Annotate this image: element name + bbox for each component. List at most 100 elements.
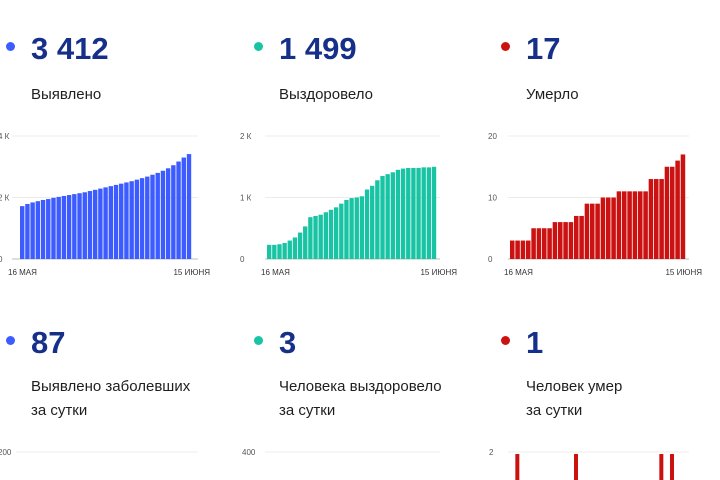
bar (267, 244, 272, 259)
y-tick-label: 0 (240, 255, 245, 264)
bar (165, 168, 171, 259)
bar (515, 454, 520, 480)
red-dot-icon (501, 42, 510, 51)
blue-dot-icon (6, 42, 15, 51)
bar (526, 240, 531, 259)
bar (611, 197, 616, 259)
bar (82, 192, 87, 259)
bar (395, 169, 401, 259)
bar (87, 191, 93, 259)
bar (531, 228, 536, 259)
bar (643, 191, 648, 259)
x-start-label: 16 МАЯ (504, 268, 533, 277)
bar (400, 168, 406, 259)
bar (92, 189, 98, 259)
chart-recovered-daily: 400 (242, 448, 440, 457)
bar (370, 185, 375, 259)
bar (333, 207, 339, 259)
bar (40, 199, 46, 259)
y-tick-label: 200 (0, 448, 12, 457)
y-tick-label: 4 К (0, 132, 10, 141)
bar (171, 165, 176, 259)
y-tick-label: 2 К (0, 194, 10, 203)
stat-label: за сутки (526, 402, 583, 419)
bar (139, 178, 145, 259)
bar (375, 180, 380, 259)
bar (124, 182, 129, 259)
chart-identified: 0 2 К 4 К 16 МАЯ 15 ИЮНЯ (0, 132, 210, 277)
bar (272, 244, 277, 259)
bar (579, 215, 584, 259)
bar (431, 166, 437, 259)
bar (108, 186, 114, 259)
stat-value: 3 412 (31, 31, 109, 66)
bar (113, 184, 119, 259)
bar (181, 157, 186, 259)
y-tick-label: 400 (242, 448, 256, 457)
red-dot-icon (501, 336, 510, 345)
bar (77, 193, 82, 259)
bar (390, 172, 395, 259)
stat-label: Выявлено (31, 86, 102, 103)
bar (670, 454, 674, 480)
bar (354, 197, 359, 259)
bar (308, 217, 313, 259)
bar (119, 183, 124, 259)
y-tick-label: 20 (488, 132, 497, 141)
stat-label: Выздоровело (279, 86, 374, 103)
bar (622, 191, 627, 259)
bar (558, 222, 563, 259)
bar (186, 154, 192, 259)
y-tick-label: 1 К (240, 194, 252, 203)
bar (364, 189, 370, 259)
blue-dot-icon (6, 336, 15, 345)
bar (520, 240, 526, 259)
stat-label: Человек умер (526, 378, 623, 395)
bar (318, 214, 323, 259)
bar (584, 203, 590, 259)
bar (574, 215, 579, 259)
bar (30, 202, 35, 259)
y-tick-label: 0 (0, 255, 3, 264)
bar (328, 209, 334, 259)
bar (35, 201, 41, 259)
x-start-label: 16 МАЯ (261, 268, 290, 277)
bar (380, 175, 385, 259)
bar (416, 167, 421, 259)
stat-label: Выявлено заболевших (31, 378, 191, 395)
bar (297, 232, 303, 259)
chart-identified-daily: 200 (0, 448, 198, 457)
bar (421, 167, 426, 259)
bar (277, 244, 282, 259)
bar (616, 191, 622, 259)
teal-dot-icon (254, 42, 263, 51)
bar (670, 166, 675, 259)
stat-label: Умерло (526, 86, 579, 103)
bar (66, 195, 72, 259)
bar (536, 228, 542, 259)
bar (176, 161, 181, 259)
bar (359, 196, 365, 259)
bar (61, 195, 67, 259)
bar (568, 222, 574, 259)
x-end-label: 15 ИЮНЯ (665, 268, 702, 277)
bar (323, 212, 329, 259)
bar (46, 199, 51, 259)
bar (344, 199, 349, 259)
bar (129, 181, 134, 259)
bar (339, 203, 344, 259)
bar (411, 167, 416, 259)
y-tick-label: 10 (488, 194, 497, 203)
bar (287, 240, 292, 259)
bar (145, 176, 150, 259)
stat-label: за сутки (279, 402, 336, 419)
chart-died: 0 10 20 16 МАЯ 15 ИЮНЯ (488, 132, 702, 277)
y-tick-label: 2 К (240, 132, 252, 141)
x-end-label: 15 ИЮНЯ (420, 268, 457, 277)
bar (134, 179, 140, 259)
bar (406, 167, 411, 259)
bar (632, 191, 638, 259)
bar (155, 172, 160, 259)
x-end-label: 15 ИЮНЯ (173, 268, 210, 277)
stat-value: 1 499 (279, 31, 357, 66)
